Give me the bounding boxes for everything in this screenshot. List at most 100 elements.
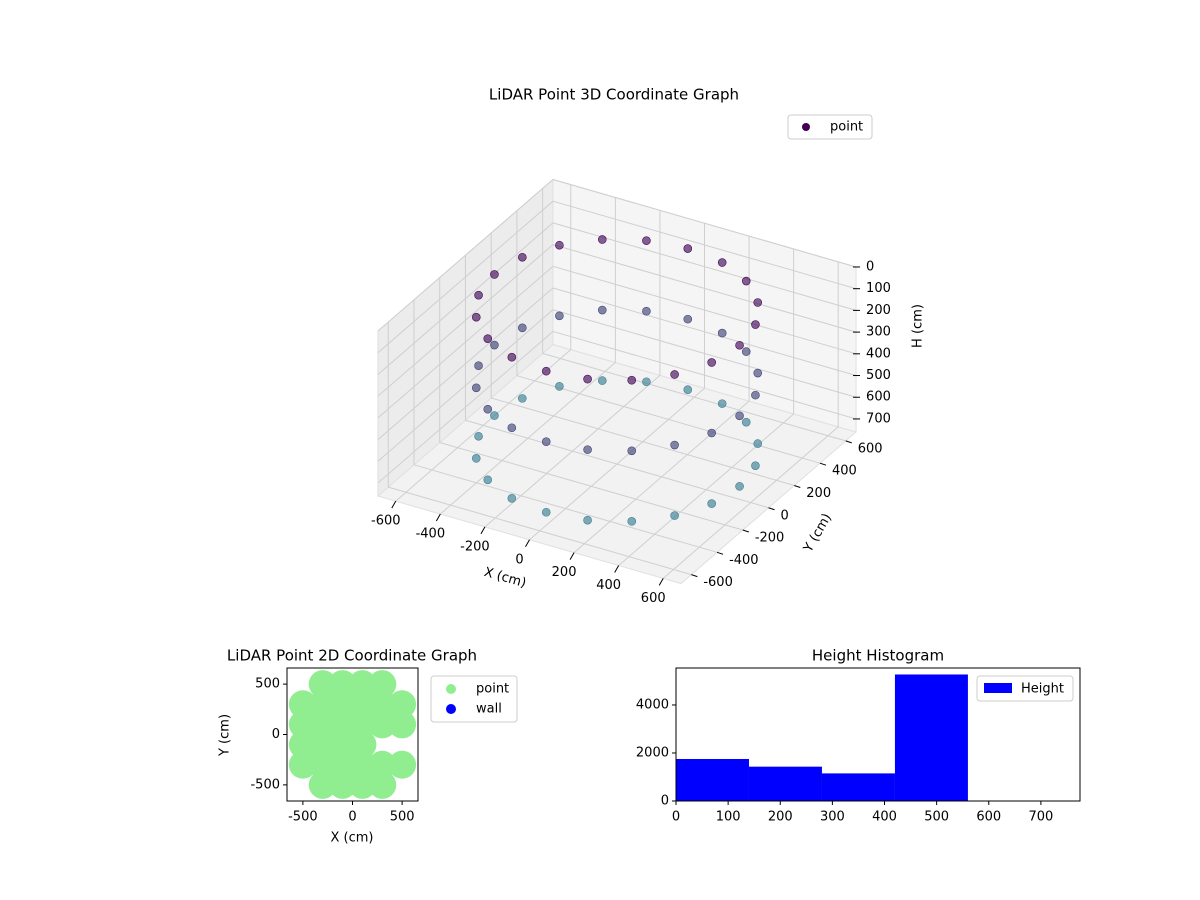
chart-title: Height Histogram — [812, 647, 944, 665]
z-tick-label: 100 — [866, 281, 891, 296]
tick-mark — [768, 507, 775, 511]
point — [707, 428, 716, 438]
y-tick-label: 0 — [661, 794, 669, 809]
point — [308, 750, 337, 779]
point — [751, 461, 760, 470]
point — [735, 340, 744, 350]
tick-mark — [569, 552, 575, 560]
point — [597, 235, 607, 244]
x-tick-label: 200 — [552, 565, 577, 580]
point — [507, 352, 517, 362]
point — [308, 710, 337, 739]
point — [368, 750, 397, 779]
grid-line — [388, 486, 692, 576]
grid-line — [552, 265, 857, 355]
z-tick-label: 500 — [866, 368, 891, 383]
point — [368, 690, 397, 719]
y-tick-label: -200 — [755, 531, 785, 546]
point — [348, 770, 377, 799]
point — [507, 494, 517, 503]
point — [483, 404, 493, 414]
plot-frame — [675, 667, 1081, 802]
grid-line — [491, 397, 795, 486]
x-tick-label: 400 — [596, 578, 621, 593]
point — [308, 690, 337, 719]
point — [741, 276, 751, 286]
x-tick-label: 300 — [820, 810, 845, 825]
point — [717, 328, 727, 338]
point — [288, 750, 317, 779]
legend-marker — [984, 683, 1012, 693]
point — [368, 710, 397, 739]
y-tick-label: 500 — [255, 677, 280, 692]
y-tick-label: 400 — [832, 464, 857, 479]
point — [541, 437, 551, 447]
tick-mark — [391, 500, 397, 509]
point — [490, 340, 499, 350]
y-axis-label: Y (cm) — [800, 511, 835, 556]
grid-line — [552, 309, 857, 398]
point — [753, 439, 763, 448]
grid-line — [377, 309, 554, 462]
z-tick-label: 600 — [866, 390, 891, 405]
x-tick-label: -500 — [288, 810, 318, 825]
tick-mark — [716, 551, 724, 555]
point — [717, 258, 727, 267]
point — [348, 750, 377, 779]
point — [328, 770, 357, 799]
grid-line — [377, 244, 554, 397]
y-tick-label: 0 — [781, 508, 789, 523]
point — [507, 423, 517, 433]
y-tick-label: 2000 — [636, 745, 669, 760]
grid-line — [552, 200, 857, 290]
point — [328, 710, 357, 739]
x-tick-label: 200 — [768, 810, 793, 825]
point — [471, 383, 481, 393]
point — [348, 710, 377, 739]
point — [670, 440, 679, 450]
x-tick-label: 500 — [924, 810, 949, 825]
tick-mark — [614, 565, 620, 573]
grid-line — [439, 442, 743, 531]
tick-mark — [742, 529, 749, 533]
point — [627, 517, 637, 526]
point — [474, 290, 483, 300]
tick-mark — [658, 578, 664, 586]
point — [642, 306, 651, 316]
point — [541, 507, 551, 517]
bar — [821, 773, 895, 801]
point — [707, 499, 716, 508]
point — [368, 770, 397, 799]
point — [308, 770, 337, 799]
legend-label: point — [476, 682, 509, 697]
grid-line — [377, 331, 554, 484]
point — [518, 252, 527, 262]
point — [683, 385, 693, 394]
point — [683, 314, 693, 324]
y-tick-label: 200 — [806, 486, 831, 501]
point — [583, 515, 592, 525]
x-tick-label: 700 — [1028, 810, 1053, 825]
point — [483, 475, 493, 485]
point — [348, 730, 377, 759]
y-tick-label: 4000 — [636, 697, 669, 712]
tick-mark — [819, 462, 827, 466]
point — [597, 376, 607, 385]
point — [751, 320, 760, 329]
point — [741, 347, 751, 356]
point — [751, 390, 760, 400]
grid-line — [552, 178, 857, 268]
x-tick-label: -200 — [460, 539, 490, 554]
point — [753, 368, 763, 378]
z-tick-label: 700 — [866, 411, 891, 426]
point — [348, 670, 377, 699]
point — [741, 417, 751, 427]
point — [328, 730, 357, 759]
point — [474, 361, 483, 371]
legend-label: wall — [476, 702, 502, 717]
point — [555, 240, 564, 250]
point — [288, 730, 317, 759]
grid-line — [552, 287, 857, 377]
point — [490, 270, 499, 279]
